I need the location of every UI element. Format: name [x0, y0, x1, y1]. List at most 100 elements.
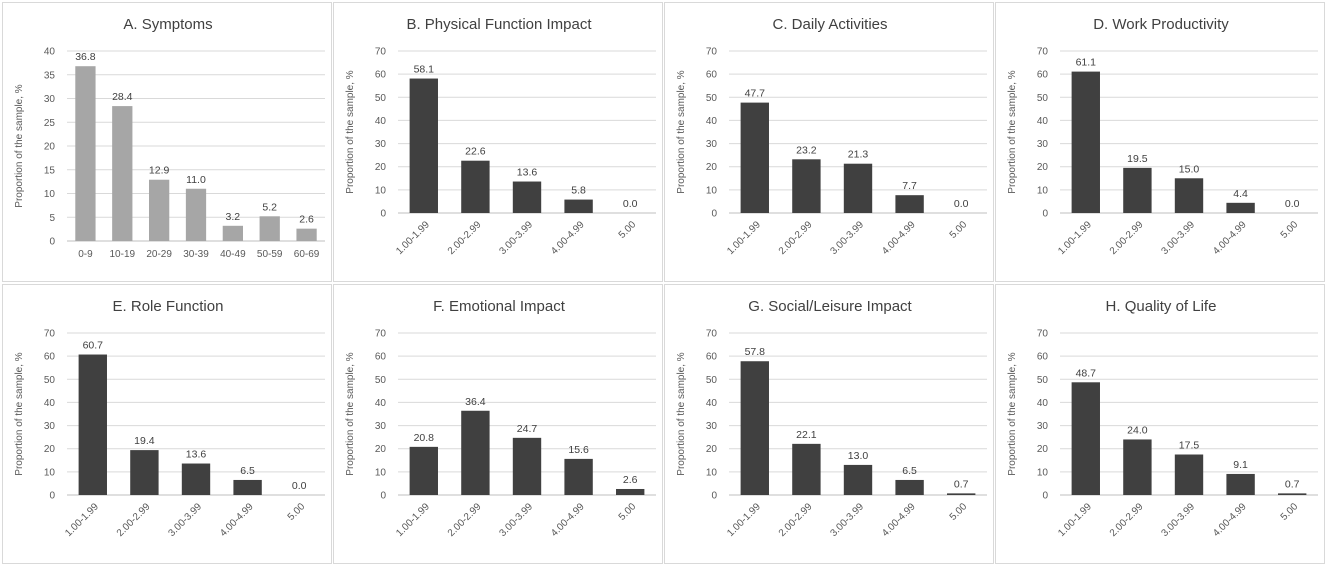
x-tick-label: 5.00 — [1279, 501, 1301, 523]
x-tick-label: 1.00-1.99 — [394, 501, 432, 539]
y-tick-label: 10 — [375, 185, 387, 196]
data-label: 13.0 — [848, 450, 869, 462]
x-tick-label: 5.00 — [948, 219, 970, 241]
y-tick-label: 70 — [1037, 47, 1049, 58]
bar — [740, 361, 769, 495]
y-axis-label: Proportion of the sample, % — [676, 70, 687, 194]
data-label: 28.4 — [112, 91, 133, 103]
data-label: 58.1 — [414, 64, 435, 76]
bar — [461, 410, 490, 495]
x-tick-label: 3.00-3.99 — [1159, 501, 1197, 539]
chart-panel-f: F. Emotional Impact Proportion of the sam… — [333, 284, 663, 564]
chart-title: B. Physical Function Impact — [406, 16, 592, 33]
x-tick-label: 1.00-1.99 — [725, 501, 763, 539]
y-tick-label: 20 — [375, 162, 387, 173]
bar — [843, 464, 873, 495]
chart-panel-d: D. Work Productivity Proportion of the sa… — [995, 2, 1325, 282]
data-label: 21.3 — [848, 149, 869, 161]
data-label: 3.2 — [226, 211, 241, 223]
bar — [740, 102, 769, 213]
data-label: 7.7 — [902, 180, 917, 192]
bar — [78, 354, 107, 495]
x-tick-label: 30-39 — [183, 249, 209, 260]
y-tick-label: 5 — [49, 213, 55, 224]
chart-panel-a: A. Symptoms Proportion of the sample, % 0 5… — [2, 2, 332, 282]
data-label: 5.8 — [571, 185, 586, 197]
x-tick-label: 3.00-3.99 — [828, 501, 866, 539]
bar — [564, 199, 593, 213]
y-tick-label: 20 — [44, 444, 56, 455]
x-tick-label: 3.00-3.99 — [166, 501, 204, 539]
y-tick-label: 0 — [1042, 491, 1048, 502]
y-axis-label: Proportion of the sample, % — [1007, 70, 1018, 194]
x-tick-label: 4.00-4.99 — [1211, 501, 1249, 539]
y-tick-label: 50 — [1037, 375, 1049, 386]
data-label: 60.7 — [83, 340, 104, 352]
y-tick-label: 60 — [1037, 70, 1049, 81]
y-tick-label: 20 — [44, 142, 56, 153]
y-tick-label: 20 — [706, 162, 718, 173]
data-label: 13.6 — [186, 449, 207, 461]
bar — [409, 78, 438, 213]
x-tick-label: 50-59 — [257, 249, 283, 260]
data-label: 19.4 — [134, 435, 155, 447]
x-tick-label: 3.00-3.99 — [828, 219, 866, 257]
y-tick-label: 60 — [375, 70, 387, 81]
bar — [616, 488, 645, 495]
data-label: 4.4 — [1233, 188, 1248, 200]
x-tick-label: 5.00 — [948, 501, 970, 523]
y-tick-label: 10 — [1037, 467, 1049, 478]
data-label: 2.6 — [299, 214, 314, 226]
y-tick-label: 10 — [375, 467, 387, 478]
data-label: 0.7 — [954, 478, 969, 490]
bar — [409, 446, 438, 495]
y-tick-label: 0 — [380, 491, 386, 502]
y-tick-label: 50 — [706, 93, 718, 104]
y-tick-label: 0 — [711, 491, 717, 502]
bar — [461, 160, 490, 213]
data-label: 15.0 — [1179, 163, 1200, 175]
bar — [130, 450, 159, 495]
y-tick-label: 30 — [1037, 139, 1049, 150]
bar — [75, 66, 96, 241]
data-label: 24.0 — [1127, 424, 1148, 436]
data-label: 6.5 — [240, 465, 255, 477]
y-tick-label: 50 — [375, 375, 387, 386]
y-tick-label: 50 — [375, 93, 387, 104]
y-tick-label: 10 — [44, 189, 56, 200]
y-tick-label: 60 — [375, 352, 387, 363]
y-tick-label: 30 — [44, 421, 56, 432]
x-tick-label: 2.00-2.99 — [446, 219, 484, 257]
y-tick-label: 20 — [375, 444, 387, 455]
y-tick-label: 60 — [44, 352, 56, 363]
chart-title: D. Work Productivity — [1093, 16, 1229, 33]
data-label: 0.0 — [292, 480, 307, 492]
data-label: 15.6 — [568, 444, 589, 456]
data-label: 20.8 — [414, 432, 435, 444]
y-tick-label: 60 — [706, 352, 718, 363]
x-tick-label: 1.00-1.99 — [394, 219, 432, 257]
data-label: 5.2 — [262, 201, 277, 213]
y-tick-label: 30 — [706, 421, 718, 432]
x-tick-label: 2.00-2.99 — [115, 501, 153, 539]
data-label: 36.8 — [75, 51, 96, 63]
x-tick-label: 4.00-4.99 — [880, 219, 918, 257]
x-tick-label: 60-69 — [294, 249, 320, 260]
bar — [185, 188, 207, 241]
data-label: 36.4 — [465, 396, 486, 408]
x-tick-label: 3.00-3.99 — [497, 501, 535, 539]
data-label: 6.5 — [902, 465, 917, 477]
y-tick-label: 10 — [44, 467, 56, 478]
data-label: 17.5 — [1179, 440, 1200, 452]
y-axis-label: Proportion of the sample, % — [14, 84, 25, 208]
x-tick-label: 1.00-1.99 — [63, 501, 101, 539]
y-tick-label: 40 — [706, 398, 718, 409]
y-tick-label: 70 — [44, 329, 56, 340]
bar — [181, 463, 211, 495]
chart-title: G. Social/Leisure Impact — [748, 298, 912, 315]
y-tick-label: 70 — [706, 329, 718, 340]
y-tick-label: 70 — [375, 329, 387, 340]
y-tick-label: 30 — [44, 94, 56, 105]
y-axis-label: Proportion of the sample, % — [345, 70, 356, 194]
chart-panel-h: H. Quality of Life Proportion of the samp… — [995, 284, 1325, 564]
